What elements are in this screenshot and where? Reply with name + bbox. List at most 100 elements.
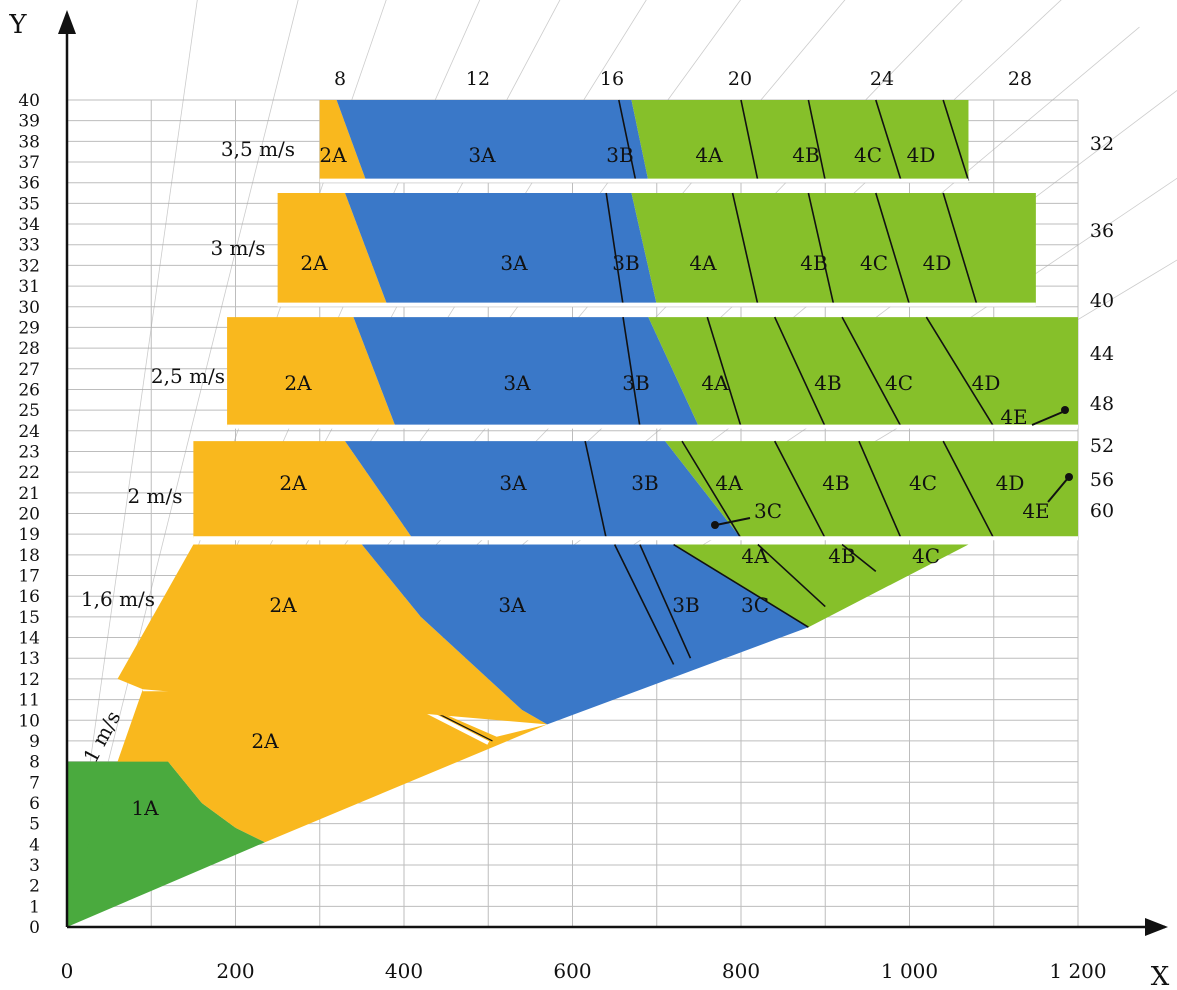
y-tick-label: 22 [18,463,40,483]
zone-label: 4A [701,371,729,395]
y-tick-label: 34 [18,215,40,235]
zone-4 [648,317,1078,427]
y-tick-label: 36 [18,174,40,194]
zone-label: 2A [284,371,312,395]
y-tick-label: 37 [18,153,40,173]
speed-label: 2 m/s [127,484,182,508]
zone-label: 3A [499,471,527,495]
zone-4 [665,441,1078,539]
y-tick-label: 27 [18,360,40,380]
y-tick-label: 25 [18,401,40,421]
y-tick-label: 15 [18,608,40,628]
ray-label: 48 [1090,393,1114,415]
zone-boundary [807,192,835,305]
zone-boundary [858,440,902,539]
zone-3A [345,441,741,539]
ray-label: 12 [466,68,490,90]
zone-label: 4A [695,143,723,167]
zone-label: 4D [907,143,936,167]
y-tick-label: 6 [29,794,40,814]
zone-label: 4B [822,471,849,495]
zone-boundary [740,99,759,181]
zone-label: 3B [631,471,658,495]
x-tick-label: 1 000 [881,959,938,983]
y-tick-label: 26 [18,380,40,400]
y-tick-label: 4 [29,835,40,855]
ray-label: 32 [1090,133,1114,155]
zones [67,99,1078,927]
zone-label: 4E [1022,499,1049,523]
zone-label: 3A [498,593,526,617]
zone-label: 4C [912,544,940,568]
zone-boundary [807,99,827,181]
zone-boundary [942,99,970,181]
y-tick-label: 24 [18,422,40,442]
zone-label: 2A [300,251,328,275]
ray-label: 56 [1090,469,1114,491]
zone-label: 2A [279,471,307,495]
x-axis-arrow [1145,918,1168,936]
y-tick-label: 33 [18,236,40,256]
zone-4 [673,544,969,628]
speed-label: 1 m/s [78,707,125,767]
zone-label: 4D [996,471,1025,495]
zone-label: 4A [689,251,717,275]
zone-label: 4D [972,371,1001,395]
y-tick-label: 40 [18,91,40,111]
x-tick-label: 600 [553,959,591,983]
zone-2A [117,689,548,843]
zone-boundary [773,440,826,539]
zone-label: 2A [269,593,297,617]
zone-2A [319,100,367,181]
y-tick-label: 2 [29,877,40,897]
leader-line [1047,477,1069,503]
zone-boundary [639,544,692,659]
y-tick-label: 28 [18,339,40,359]
zone-boundary [875,192,911,305]
x-axis-label: X [1151,962,1170,990]
zone-label: 4C [860,251,888,275]
zone-label: 4E [1000,405,1027,429]
ray-line [66,0,198,928]
zone-2A [193,441,413,539]
ray-line [66,0,299,928]
zone-1A [67,761,169,927]
zone-4 [631,100,969,181]
zone-boundary [618,99,637,181]
y-tick-label: 29 [18,318,40,338]
speed-label: 1,6 m/s [81,587,155,611]
zone-label: 3C [741,593,769,617]
zone-boundary [757,543,826,608]
zone-boundary [584,440,607,539]
zone-boundary [841,543,877,573]
y-tick-label: 38 [18,132,40,152]
y-tick-label: 5 [29,815,40,835]
zone-boundary [706,316,742,427]
zone-label: 2A [319,143,347,167]
speed-label: 3,5 m/s [221,137,295,161]
y-tick-label: 21 [18,484,40,504]
y-tick-label: 7 [29,773,40,793]
zone-3A [345,193,657,305]
y-tick-label: 17 [18,567,40,587]
zone-2A [117,544,548,725]
zone-label: 3C [754,499,782,523]
y-tick-label: 12 [18,670,40,690]
zone-label: 4C [885,371,913,395]
zone-label: 3B [606,143,633,167]
y-tick-label: 0 [29,918,40,938]
zone-2A [277,193,388,305]
x-tick-label: 800 [722,959,760,983]
leader-dot [711,521,719,529]
y-axis-arrow [58,10,76,34]
zone-label: 3A [503,371,531,395]
zone-boundary [942,192,978,305]
leader-line [715,517,751,526]
zone-label: 3B [612,251,639,275]
zone-label: 2A [251,729,279,753]
zone-3A [336,100,649,181]
zone-boundary [622,316,641,427]
y-tick-label: 30 [18,298,40,318]
ray-label: 36 [1090,220,1114,242]
y-tick-label: 3 [29,856,40,876]
